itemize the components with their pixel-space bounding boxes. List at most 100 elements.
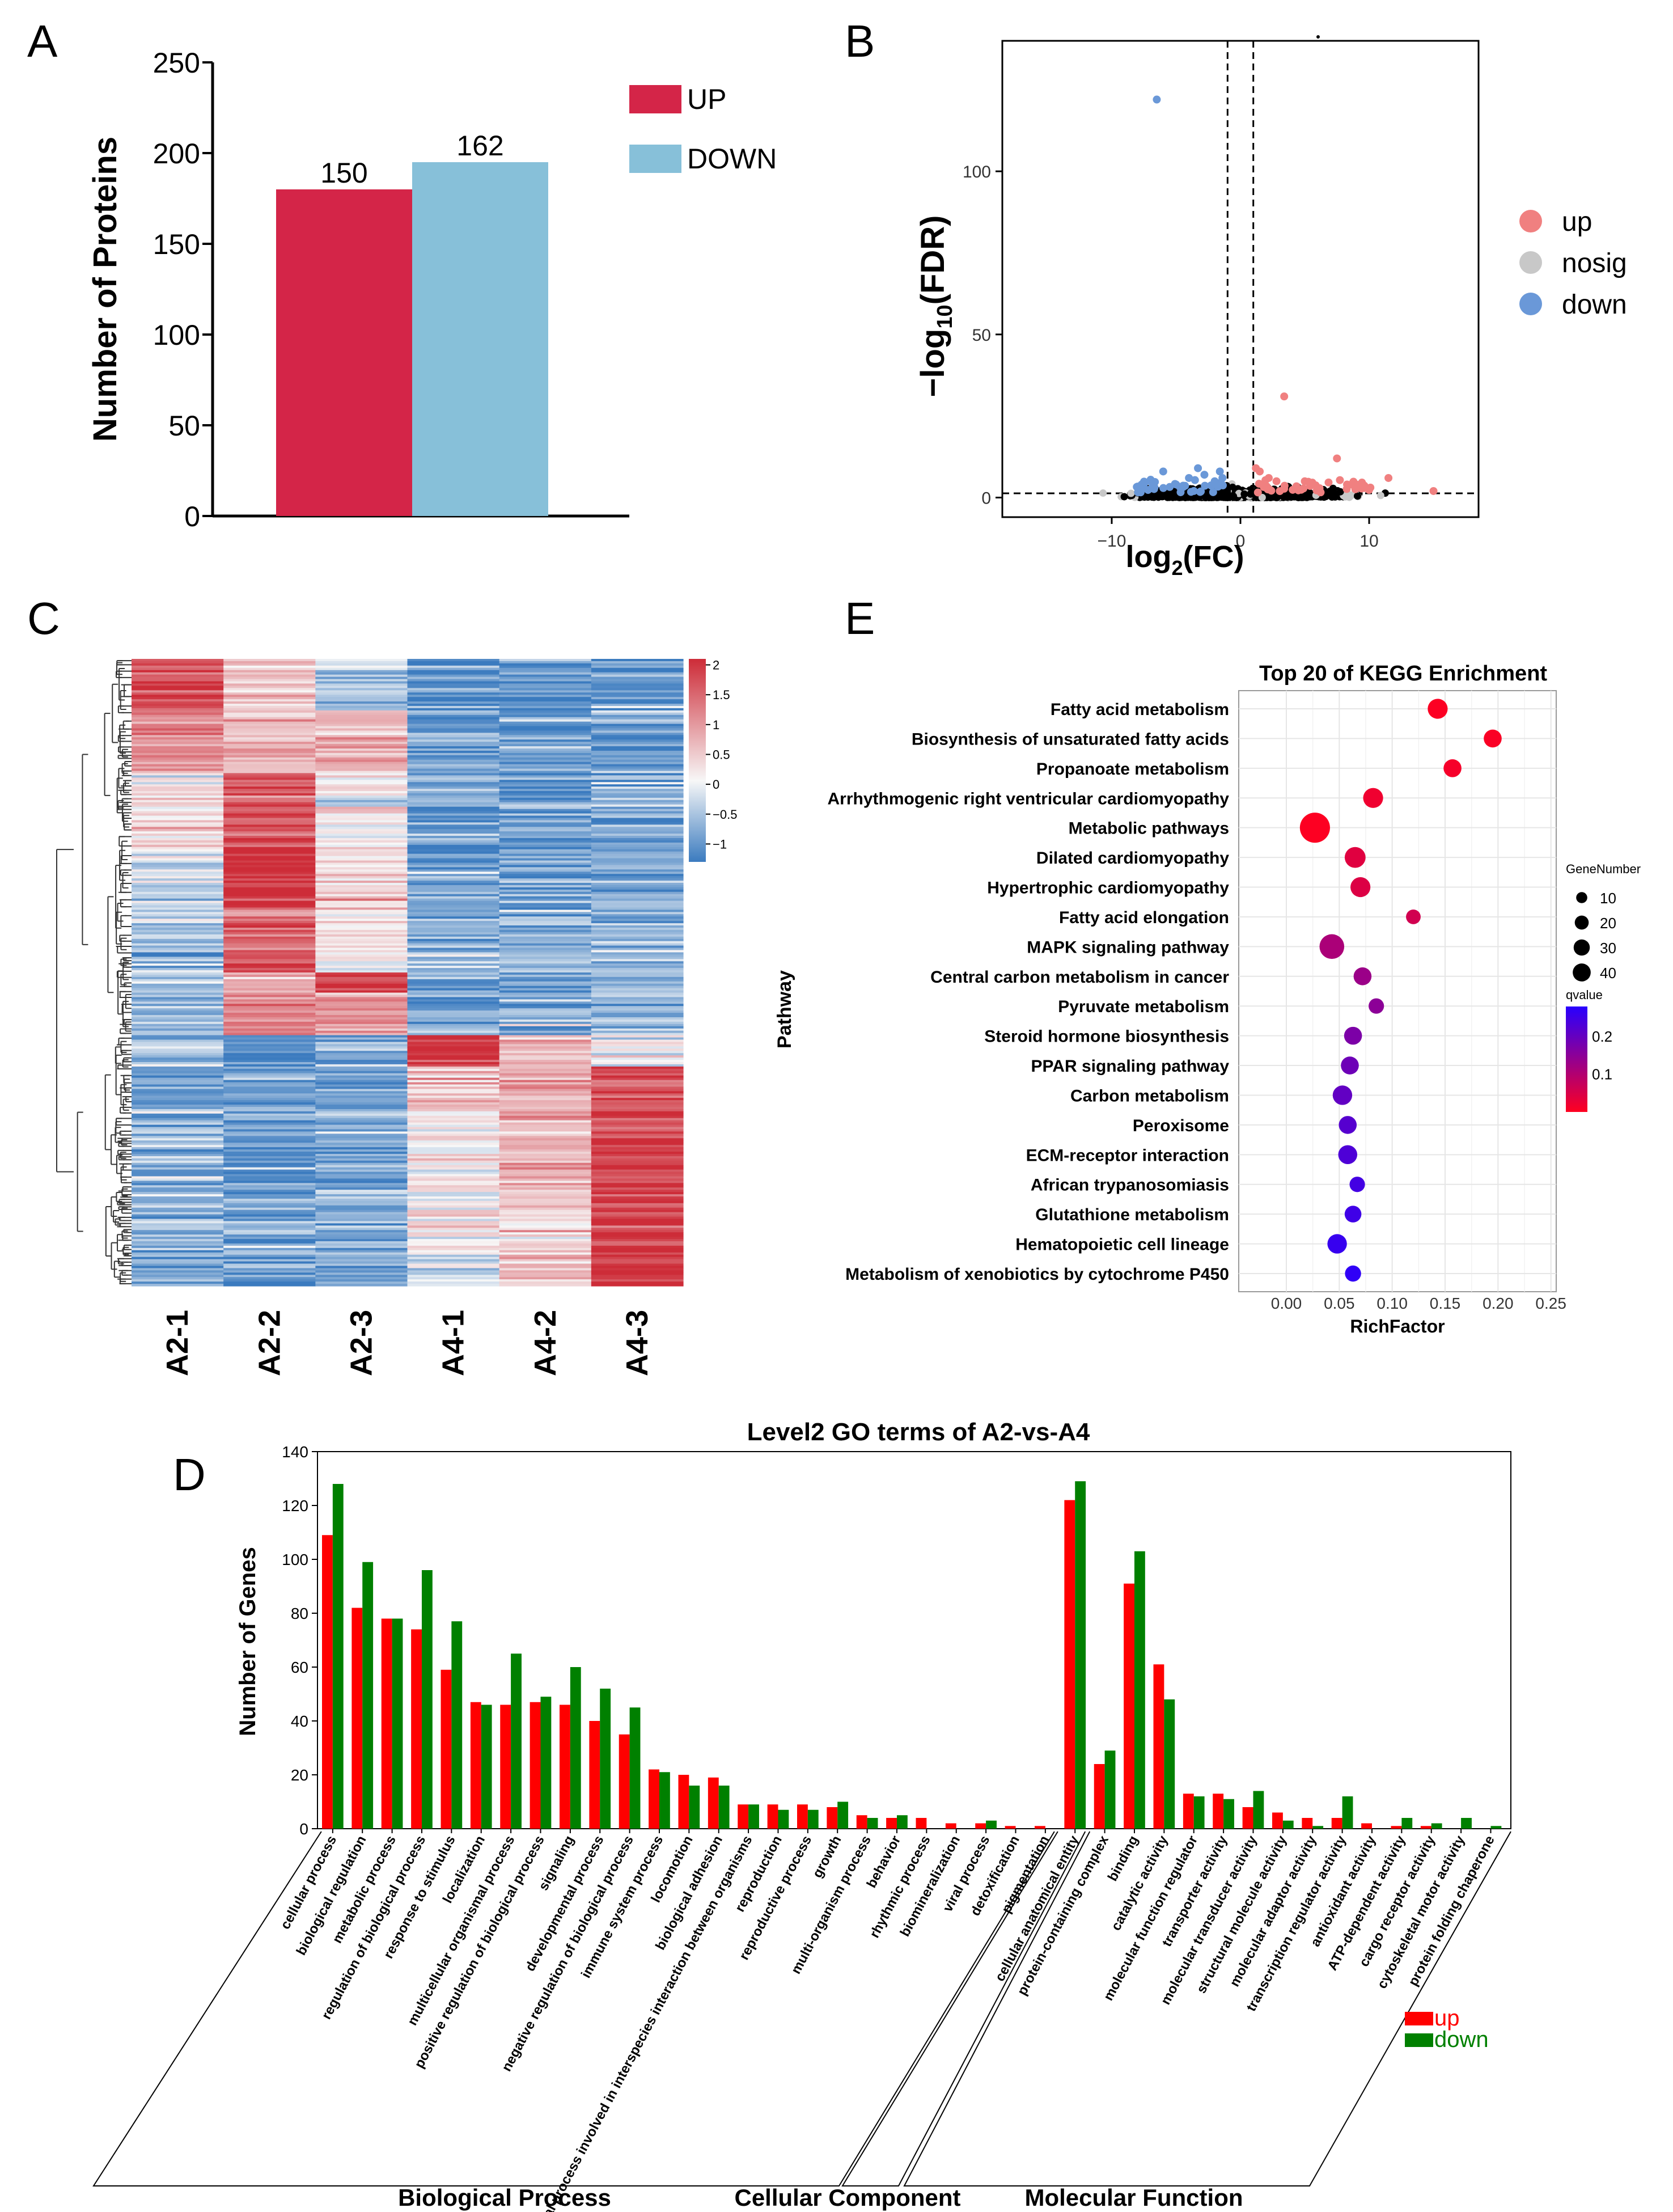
heatmap-cell <box>132 1234 224 1237</box>
heatmap-cell <box>499 1145 592 1148</box>
heatmap-cell <box>407 699 500 702</box>
heatmap-cell <box>132 757 224 760</box>
heatmap-cell <box>223 831 316 834</box>
heatmap-cell <box>499 1194 592 1197</box>
heatmap-cell <box>407 1131 500 1134</box>
bar-down <box>867 1818 878 1829</box>
heatmap-cell <box>499 724 592 727</box>
heatmap-cell <box>315 1066 408 1069</box>
heatmap-cell <box>591 667 684 671</box>
y-tick-label: 140 <box>282 1443 308 1461</box>
heatmap-cell <box>591 1080 684 1083</box>
heatmap-cell <box>499 771 592 774</box>
bar-down <box>1312 1826 1324 1829</box>
heatmap-cell <box>132 1237 224 1240</box>
heatmap-cell <box>223 1181 316 1183</box>
heatmap-cell <box>315 752 408 756</box>
size-legend-dot <box>1573 963 1591 982</box>
heatmap-cell <box>223 818 316 820</box>
heatmap-cell <box>591 912 684 915</box>
heatmap-cell <box>315 1219 408 1222</box>
heatmap-cell <box>223 948 316 951</box>
column-label: A2-3 <box>344 1310 378 1376</box>
heatmap-cell <box>407 1115 500 1119</box>
heatmap-cell <box>407 672 500 675</box>
heatmap-cell <box>499 910 592 912</box>
heatmap-cell <box>407 766 500 769</box>
heatmap-cell <box>591 1075 684 1078</box>
legend-dot-nosig <box>1519 251 1542 274</box>
heatmap-cell <box>315 1171 408 1175</box>
heatmap-cell <box>407 916 500 919</box>
heatmap-cell <box>407 898 500 902</box>
heatmap-cell <box>132 1015 224 1018</box>
heatmap-cell <box>315 686 408 688</box>
bar-down <box>1282 1820 1294 1829</box>
heatmap-cell <box>407 945 500 949</box>
heatmap-cell <box>223 1266 316 1268</box>
heatmap-cell <box>132 813 224 817</box>
heatmap-cell <box>132 1051 224 1054</box>
heatmap-cell <box>499 887 592 890</box>
heatmap-cell <box>499 1203 592 1206</box>
heatmap-cell <box>499 1230 592 1233</box>
heatmap-cell <box>132 1028 224 1031</box>
heatmap-cell <box>499 966 592 968</box>
heatmap-cell <box>591 822 684 825</box>
heatmap-cell <box>499 840 592 843</box>
heatmap-cell <box>315 1026 408 1029</box>
heatmap-cell <box>407 1153 500 1157</box>
heatmap-cell <box>132 1223 224 1226</box>
heatmap-cell <box>132 1004 224 1006</box>
heatmap-cell <box>591 941 684 944</box>
heatmap-cell <box>132 844 224 848</box>
heatmap-cell <box>223 858 316 861</box>
heatmap-cell <box>223 822 316 825</box>
heatmap-cell <box>132 710 224 713</box>
heatmap-cell <box>132 992 224 996</box>
heatmap-cell <box>499 943 592 946</box>
heatmap-cell <box>407 1015 500 1018</box>
heatmap-cell <box>407 874 500 877</box>
heatmap-cell <box>407 1089 500 1092</box>
down-point <box>1153 95 1161 104</box>
heatmap-cell <box>315 865 408 868</box>
heatmap-cell <box>591 889 684 893</box>
heatmap-cell <box>223 663 316 666</box>
heatmap-cell <box>132 1252 224 1255</box>
heatmap-cell <box>132 1174 224 1177</box>
pathway-point <box>1344 1026 1362 1045</box>
heatmap-cell <box>132 950 224 953</box>
heatmap-cell <box>591 1046 684 1049</box>
heatmap-cell <box>591 775 684 778</box>
heatmap-cell <box>499 898 592 902</box>
nosig-point <box>1158 493 1166 501</box>
heatmap-cell <box>499 981 592 984</box>
heatmap-cell <box>315 1174 408 1177</box>
heatmap-cell <box>132 974 224 978</box>
heatmap-cell <box>591 1266 684 1268</box>
heatmap-cell <box>407 1194 500 1197</box>
heatmap-cell <box>315 952 408 955</box>
bar-down <box>1164 1699 1175 1829</box>
heatmap-cell <box>223 717 316 720</box>
heatmap-cell <box>223 1134 316 1136</box>
heatmap-cell <box>407 674 500 678</box>
heatmap-cell <box>132 900 224 904</box>
heatmap-cell <box>407 661 500 664</box>
heatmap-cell <box>223 936 316 940</box>
heatmap-cell <box>132 842 224 845</box>
heatmap-cell <box>407 1171 500 1175</box>
heatmap-cell <box>591 829 684 832</box>
heatmap-cell <box>132 1143 224 1145</box>
heatmap-cell <box>315 705 408 709</box>
heatmap-cell <box>499 811 592 814</box>
heatmap-cell <box>591 929 684 933</box>
heatmap-cell <box>499 1080 592 1083</box>
heatmap-cell <box>591 1120 684 1123</box>
heatmap-cell <box>315 714 408 718</box>
heatmap-cell <box>591 1228 684 1230</box>
heatmap-cell <box>132 1176 224 1179</box>
heatmap-cell <box>132 676 224 680</box>
heatmap-cell <box>132 748 224 751</box>
